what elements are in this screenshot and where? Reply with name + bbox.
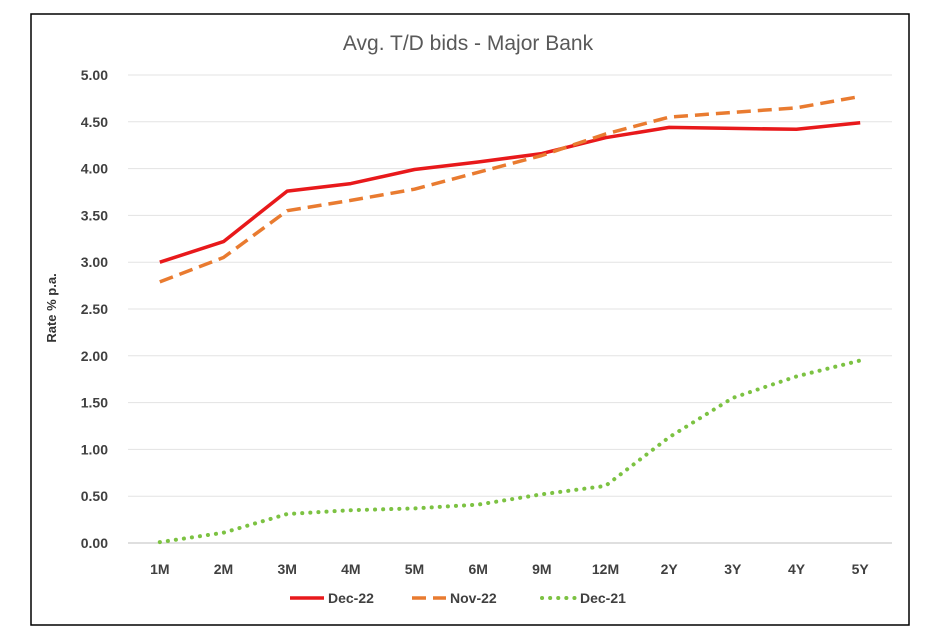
data-point-dec-21	[350, 510, 351, 511]
series-layer	[157, 94, 863, 545]
data-point-nov-22	[414, 189, 415, 190]
data-point-dec-22	[287, 191, 288, 192]
grid-layer	[128, 74, 892, 544]
y-axis-label: Rate % p.a.	[44, 273, 59, 342]
y-tick-label: 5.00	[81, 67, 108, 83]
legend-label: Dec-22	[328, 590, 374, 606]
data-point-dec-22	[732, 128, 733, 129]
y-tick-label: 0.00	[81, 535, 108, 551]
data-point-dec-22	[159, 262, 160, 263]
data-point-dec-21	[541, 494, 542, 495]
y-tick-label: 1.00	[81, 441, 108, 457]
data-point-nov-22	[478, 172, 479, 173]
y-tick-label: 3.50	[81, 207, 108, 223]
legend: Dec-22 Nov-22 Dec-21	[290, 590, 626, 606]
x-tick-label: 2Y	[661, 561, 679, 577]
data-point-dec-21	[159, 542, 160, 543]
x-axis-ticks: 1M 2M 3M 4M 5M 6M 9M 12M 2Y 3Y 4Y 5Y	[150, 561, 869, 577]
y-tick-label: 2.00	[81, 348, 108, 364]
x-tick-label: 2M	[214, 561, 233, 577]
data-point-nov-22	[860, 96, 861, 97]
x-tick-label: 5Y	[852, 561, 870, 577]
data-point-nov-22	[350, 200, 351, 201]
data-point-nov-22	[796, 107, 797, 108]
series-line-nov-22	[159, 94, 861, 284]
data-point-dec-22	[605, 137, 606, 138]
x-tick-label: 12M	[592, 561, 619, 577]
y-tick-label: 4.50	[81, 114, 108, 130]
data-point-nov-22	[732, 112, 733, 113]
data-point-dec-21	[669, 437, 670, 438]
data-point-dec-22	[223, 241, 224, 242]
chart-border	[30, 13, 910, 626]
x-tick-label: 6M	[468, 561, 487, 577]
series-line-dec-22	[159, 120, 861, 264]
y-tick-label: 0.50	[81, 488, 108, 504]
data-point-dec-21	[860, 360, 861, 361]
data-point-nov-22	[159, 281, 160, 282]
x-tick-label: 3M	[277, 561, 296, 577]
x-tick-label: 1M	[150, 561, 169, 577]
data-point-nov-22	[669, 117, 670, 118]
series-line-dec-21	[157, 358, 863, 545]
data-point-dec-22	[796, 129, 797, 130]
legend-item-dec-21: Dec-21	[540, 590, 626, 606]
x-tick-label: 9M	[532, 561, 551, 577]
data-point-dec-21	[414, 508, 415, 509]
y-tick-label: 2.50	[81, 301, 108, 317]
legend-item-dec-22: Dec-22	[290, 590, 374, 606]
data-point-dec-22	[478, 162, 479, 163]
y-axis-ticks: 0.00 0.50 1.00 1.50 2.00 2.50 3.00 3.50 4.00 4.50…	[81, 67, 108, 551]
legend-item-nov-22: Nov-22	[412, 590, 497, 606]
data-point-dec-21	[223, 532, 224, 533]
data-point-dec-21	[605, 485, 606, 486]
data-point-dec-22	[669, 127, 670, 128]
y-tick-label: 3.00	[81, 254, 108, 270]
legend-label: Dec-21	[580, 590, 626, 606]
data-point-dec-21	[732, 397, 733, 398]
x-tick-label: 4M	[341, 561, 360, 577]
data-point-nov-22	[605, 133, 606, 134]
data-point-dec-22	[350, 183, 351, 184]
data-point-nov-22	[223, 257, 224, 258]
data-point-dec-21	[287, 513, 288, 514]
data-point-nov-22	[287, 210, 288, 211]
x-tick-label: 3Y	[724, 561, 742, 577]
y-tick-label: 4.00	[81, 161, 108, 177]
chart-title: Avg. T/D bids - Major Bank	[343, 32, 594, 55]
x-tick-label: 4Y	[788, 561, 806, 577]
data-point-nov-22	[541, 155, 542, 156]
data-point-dec-21	[478, 504, 479, 505]
data-point-dec-21	[796, 376, 797, 377]
data-point-dec-22	[414, 169, 415, 170]
data-point-dec-22	[860, 122, 861, 123]
x-tick-label: 5M	[405, 561, 424, 577]
y-tick-label: 1.50	[81, 395, 108, 411]
legend-label: Nov-22	[450, 590, 497, 606]
